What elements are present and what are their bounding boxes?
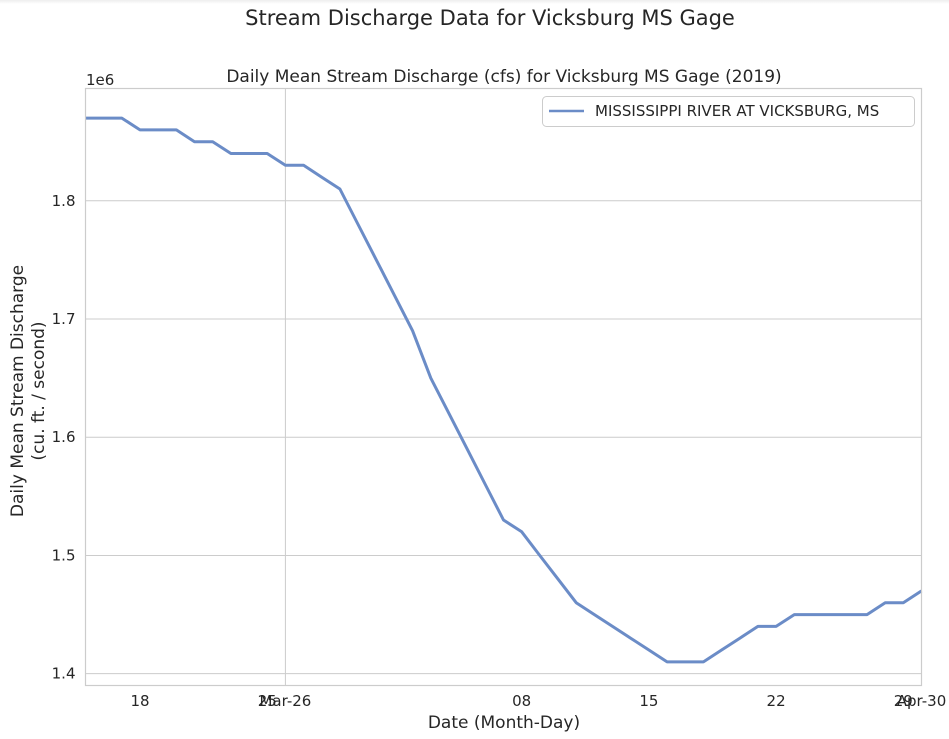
- y-tick-label: 1.8: [52, 192, 76, 210]
- y-axis-label-line2: (cu. ft. / second): [29, 321, 49, 460]
- plot-frame: [84, 87, 923, 687]
- y-tick-label: 1.7: [52, 310, 76, 328]
- x-tick-label: 29: [894, 692, 913, 710]
- legend-label: MISSISSIPPI RIVER AT VICKSBURG, MS: [595, 102, 879, 120]
- legend-box: [542, 96, 915, 127]
- y-tick-label: 1.4: [52, 665, 76, 683]
- y-offset-text: 1e6: [86, 71, 114, 89]
- y-tick-label: 1.5: [52, 546, 76, 564]
- grid-layer: [85, 88, 922, 686]
- x-tick-label: 25: [258, 692, 277, 710]
- x-tick-label: 08: [512, 692, 531, 710]
- y-tick-label: 1.6: [52, 428, 76, 446]
- chart-suptitle: Stream Discharge Data for Vicksburg MS G…: [245, 6, 735, 30]
- x-tick-label: Mar-26: [259, 692, 311, 710]
- chart-title: Daily Mean Stream Discharge (cfs) for Vi…: [226, 67, 781, 87]
- x-tick-label: 18: [130, 692, 149, 710]
- x-tick-label: 15: [639, 692, 658, 710]
- x-tick-label: Apr-30: [897, 692, 947, 710]
- y-axis-label-line1: Daily Mean Stream Discharge: [8, 265, 28, 517]
- series-line-0: [85, 116, 923, 664]
- x-tick-label: 22: [767, 692, 786, 710]
- series-layer: [85, 116, 923, 664]
- x-axis-label: Date (Month-Day): [428, 713, 580, 733]
- top-shadow-bar: [0, 0, 949, 4]
- legend: MISSISSIPPI RIVER AT VICKSBURG, MS: [542, 96, 915, 127]
